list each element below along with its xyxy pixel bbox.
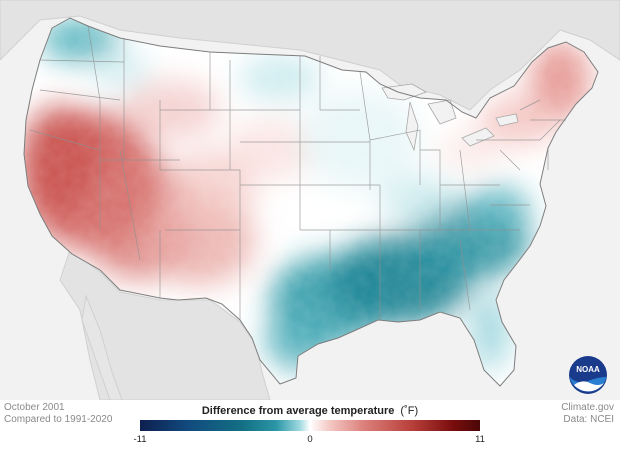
map-credit-note: Climate.gov Data: NCEI (561, 402, 614, 426)
legend-mid-label: 0 (307, 434, 313, 445)
temperature-anomaly-map (0, 0, 620, 400)
state-borders (29, 25, 566, 320)
period-label: October 2001 (4, 402, 65, 413)
map-period-note: October 2001 Compared to 1991-2020 (4, 402, 112, 426)
legend-title: Difference from average temperature (˚F) (140, 405, 480, 417)
legend-max-label: 11 (475, 434, 485, 445)
noaa-logo-text: NOAA (576, 365, 600, 374)
legend-unit: (˚F) (400, 405, 419, 417)
canada-landmass (0, 0, 620, 111)
source-label: Data: NCEI (563, 414, 614, 425)
noaa-logo: NOAA (569, 356, 607, 394)
baja-peninsula (81, 294, 123, 400)
credit-label: Climate.gov (561, 402, 614, 413)
great-lakes (381, 83, 519, 152)
legend-min-label: -11 (133, 434, 147, 445)
map-panel: NOAA (0, 0, 620, 400)
legend-title-text: Difference from average temperature (201, 405, 395, 417)
baseline-label: Compared to 1991-2020 (4, 414, 113, 425)
legend-color-bar (140, 420, 480, 431)
